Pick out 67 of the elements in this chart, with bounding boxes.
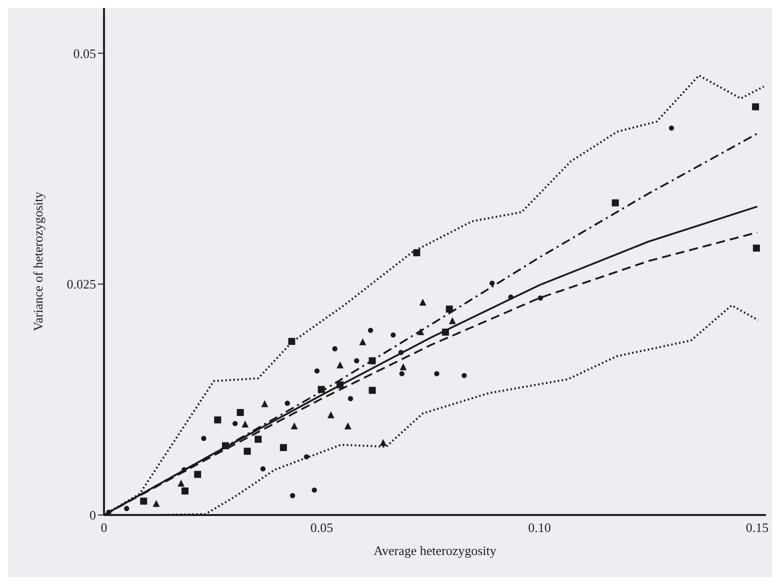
point	[236, 408, 244, 416]
point	[254, 436, 262, 443]
point	[612, 199, 619, 206]
point	[152, 500, 160, 507]
point	[419, 298, 426, 306]
point	[368, 328, 374, 333]
point	[124, 506, 130, 512]
point	[304, 454, 310, 460]
point	[288, 338, 296, 345]
point	[182, 467, 187, 472]
point	[214, 416, 222, 424]
point	[359, 338, 366, 346]
point	[290, 422, 298, 430]
point	[368, 357, 376, 364]
point	[417, 328, 424, 336]
x-tick-label: 0.05	[310, 520, 334, 536]
point	[442, 328, 449, 336]
point	[232, 420, 238, 426]
point	[462, 372, 467, 378]
point	[242, 420, 249, 428]
point	[201, 436, 206, 441]
point	[318, 386, 325, 393]
point	[106, 510, 112, 515]
point	[354, 358, 360, 364]
x-tick-label: 0.10	[528, 520, 551, 536]
point	[336, 381, 344, 388]
point	[538, 295, 543, 301]
point	[222, 442, 230, 450]
point	[336, 361, 344, 368]
point	[140, 498, 148, 505]
point	[448, 317, 456, 324]
point	[261, 400, 268, 408]
point	[290, 493, 296, 498]
y-axis-title: Variance of heterozygosity	[30, 191, 46, 332]
point	[380, 438, 387, 446]
point	[260, 466, 266, 472]
point	[280, 444, 287, 452]
point	[413, 249, 420, 256]
point	[344, 422, 352, 430]
x-axis-title: Average heterozygosity	[374, 543, 497, 558]
point	[446, 306, 453, 313]
point	[244, 448, 251, 455]
y-tick-label: 0.05	[73, 46, 96, 61]
y-tick-label: 0.025	[66, 276, 96, 292]
x-tick-label: 0.15	[746, 520, 769, 536]
point	[752, 244, 760, 252]
point	[390, 332, 396, 338]
point	[400, 363, 407, 370]
point	[348, 396, 354, 402]
point	[752, 103, 760, 110]
point	[312, 487, 317, 493]
point	[332, 346, 338, 352]
point	[668, 125, 674, 131]
point	[398, 350, 404, 356]
point	[508, 294, 514, 300]
point	[327, 411, 334, 418]
point	[182, 487, 189, 494]
point	[194, 470, 202, 478]
point	[399, 371, 404, 376]
point	[178, 480, 185, 487]
x-tick-label: 0	[100, 520, 108, 536]
point	[314, 368, 320, 374]
y-tick-label: 0	[90, 508, 96, 523]
point	[284, 400, 290, 406]
point	[434, 371, 440, 376]
point	[489, 280, 495, 286]
point	[368, 386, 376, 394]
